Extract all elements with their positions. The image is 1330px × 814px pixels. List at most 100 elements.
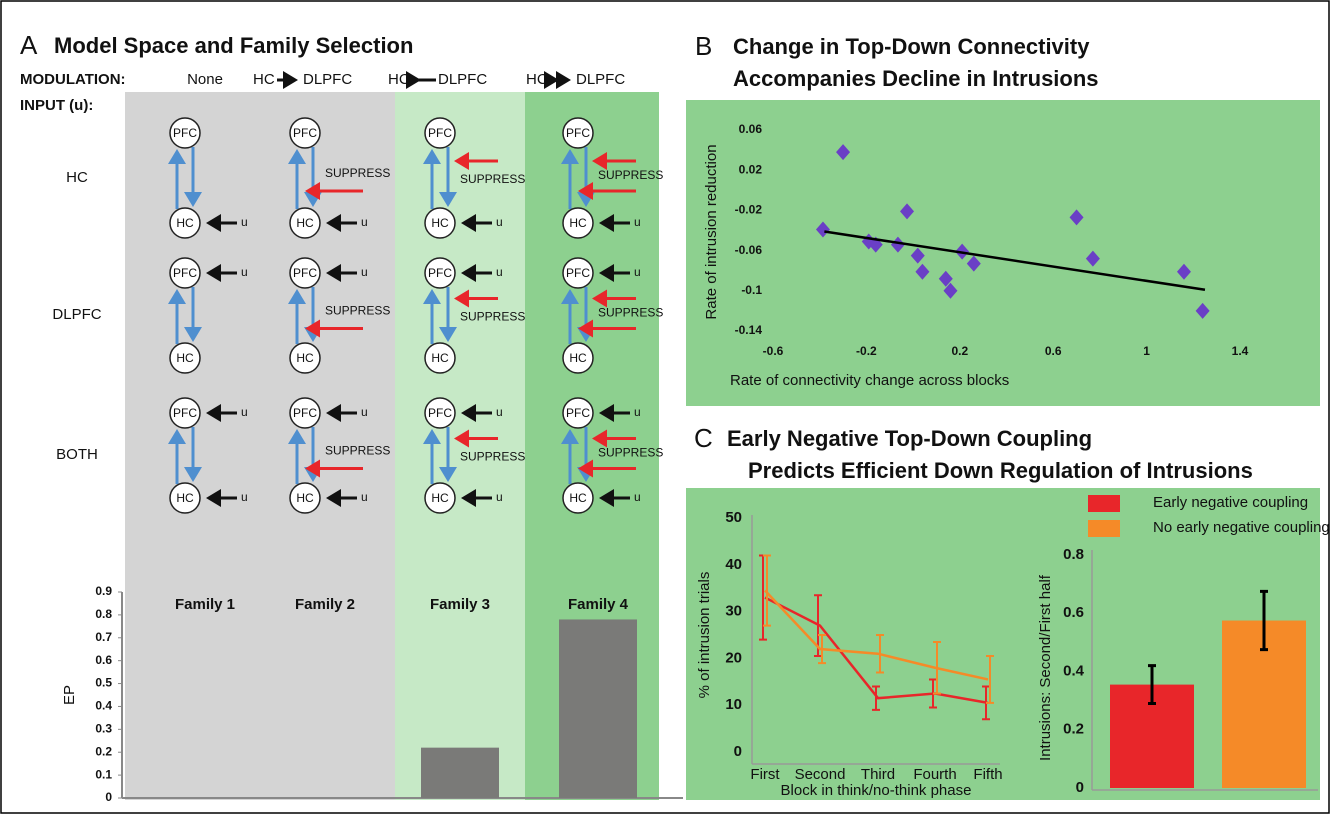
input-symbol: u <box>634 265 641 279</box>
x-axis-label: Rate of connectivity change across block… <box>730 372 1009 389</box>
modulation-label: None <box>187 71 223 88</box>
node-label: PFC <box>428 126 452 140</box>
point <box>943 282 958 299</box>
x-tick-label: Family 3 <box>430 596 490 613</box>
input-symbol: u <box>241 405 248 419</box>
y-axis-label: % of intrusion trials <box>696 572 713 699</box>
error-bar <box>872 685 880 711</box>
y-tick-label: 0.1 <box>95 767 112 781</box>
point <box>1085 250 1100 267</box>
x-tick-label: Third <box>861 766 895 783</box>
x-tick-label: Second <box>795 766 846 783</box>
y-tick-label: -0.14 <box>735 323 763 337</box>
x-tick-label: Family 4 <box>568 596 629 613</box>
y-tick-label: 0 <box>734 743 742 760</box>
point <box>966 255 981 272</box>
point <box>915 263 930 280</box>
input-symbol: u <box>241 265 248 279</box>
panel-title: Accompanies Decline in Intrusions <box>733 66 1099 91</box>
input-label: BOTH <box>56 446 98 463</box>
input-symbol: u <box>496 490 503 504</box>
node-label: PFC <box>293 126 317 140</box>
point <box>1069 209 1084 226</box>
legend-swatch <box>1088 520 1120 537</box>
y-tick-label: 0 <box>105 790 112 804</box>
y-tick-label: 0 <box>1076 779 1084 796</box>
legend-label: Early negative coupling <box>1153 494 1308 511</box>
node-label: PFC <box>566 266 590 280</box>
panel-bg <box>686 488 1320 800</box>
point <box>836 144 851 161</box>
y-tick-label: 0.06 <box>739 122 763 136</box>
y-tick-label: -0.1 <box>741 283 762 297</box>
suppress-label: SUPPRESS <box>460 172 525 186</box>
x-tick-label: 0.2 <box>951 344 968 358</box>
node <box>424 257 456 289</box>
x-tick-label: First <box>750 766 780 783</box>
modulation-label: DLPFC <box>438 71 487 88</box>
input-symbol: u <box>634 215 641 229</box>
error-bar <box>876 634 884 674</box>
y-tick-label: 40 <box>725 556 742 573</box>
node <box>562 397 594 429</box>
input-symbol: u <box>361 405 368 419</box>
error-bar <box>933 641 941 695</box>
input-symbol: u <box>361 215 368 229</box>
x-tick-label: -0.6 <box>763 344 784 358</box>
node-label: PFC <box>428 266 452 280</box>
y-tick-label: 0.6 <box>95 653 112 667</box>
panel-letter: A <box>20 30 38 60</box>
y-tick-label: 0.4 <box>1063 662 1085 679</box>
y-tick-label: 0.4 <box>95 699 112 713</box>
point <box>1176 263 1191 280</box>
point <box>890 236 905 253</box>
node-label: HC <box>431 491 449 505</box>
node <box>169 117 201 149</box>
node <box>424 397 456 429</box>
node-label: HC <box>296 216 314 230</box>
error-bar <box>1148 664 1156 706</box>
input-symbol: u <box>634 490 641 504</box>
input-symbol: u <box>496 265 503 279</box>
y-tick-label: 20 <box>725 649 742 666</box>
x-tick-label: -0.2 <box>856 344 877 358</box>
node-label: PFC <box>173 126 197 140</box>
node <box>562 207 594 239</box>
modulation-label: HC <box>388 71 410 88</box>
input-symbol: u <box>361 265 368 279</box>
bar <box>421 747 499 798</box>
node <box>289 342 321 374</box>
node <box>424 207 456 239</box>
node <box>562 482 594 514</box>
legend-label: No early negative coupling <box>1153 519 1330 536</box>
suppress-label: SUPPRESS <box>325 444 390 458</box>
y-tick-label: 50 <box>725 509 742 526</box>
point <box>938 270 953 287</box>
node-label: PFC <box>293 406 317 420</box>
node-label: PFC <box>428 406 452 420</box>
suppress-label: SUPPRESS <box>325 304 390 318</box>
series-line <box>764 596 989 705</box>
input-label: DLPFC <box>52 306 101 323</box>
node <box>169 257 201 289</box>
y-tick-label: 0.02 <box>739 162 763 176</box>
suppress-label: SUPPRESS <box>460 450 525 464</box>
row-header: INPUT (u): <box>20 97 93 114</box>
node-label: HC <box>569 491 587 505</box>
y-tick-label: 0.3 <box>95 722 112 736</box>
error-bar <box>818 634 826 665</box>
node <box>169 482 201 514</box>
family-bg <box>125 92 395 800</box>
node <box>289 482 321 514</box>
y-tick-label: 0.2 <box>95 744 112 758</box>
modulation-label: DLPFC <box>576 71 625 88</box>
node-label: HC <box>431 351 449 365</box>
panel-title: Change in Top-Down Connectivity <box>733 34 1090 59</box>
x-tick-label: Family 2 <box>295 596 355 613</box>
panel-title: Predicts Efficient Down Regulation of In… <box>748 458 1253 483</box>
input-symbol: u <box>241 490 248 504</box>
suppress-label: SUPPRESS <box>598 446 663 460</box>
